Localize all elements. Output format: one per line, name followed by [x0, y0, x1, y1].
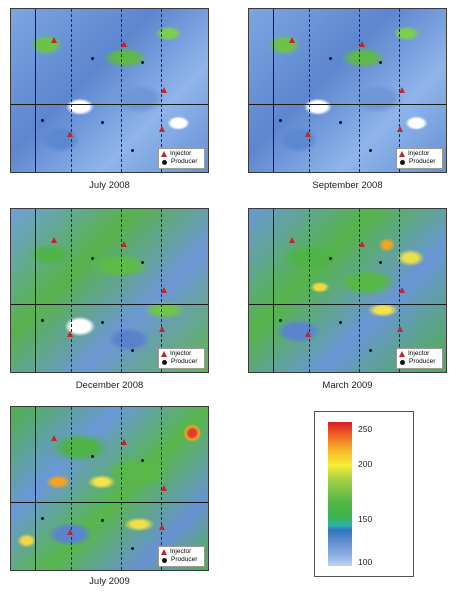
injector-marker: [397, 326, 403, 332]
panel-caption: September 2008: [312, 180, 383, 191]
producer-marker: [141, 261, 144, 264]
injector-marker: [161, 485, 167, 491]
panel-caption: March 2009: [322, 380, 373, 391]
producer-marker: [101, 121, 104, 124]
producer-marker: [329, 257, 332, 260]
injector-marker: [51, 435, 57, 441]
producer-marker: [379, 61, 382, 64]
panel-caption: July 2009: [89, 576, 130, 587]
heatmap: Injector Producer: [248, 208, 447, 373]
injector-marker: [159, 326, 165, 332]
producer-marker: [141, 61, 144, 64]
injector-marker: [305, 131, 311, 137]
injector-marker: [161, 287, 167, 293]
injector-marker: [121, 439, 127, 445]
injector-marker: [397, 126, 403, 132]
injector-marker: [159, 126, 165, 132]
producer-icon: [162, 359, 167, 365]
injector-marker: [159, 524, 165, 530]
producer-marker: [41, 319, 44, 322]
heatmap: Injector Producer: [10, 406, 209, 571]
legend-producer-label: Producer: [171, 358, 198, 365]
colorbar-gradient: [328, 422, 352, 566]
producer-marker: [369, 349, 372, 352]
producer-icon: [162, 557, 167, 563]
producer-marker: [279, 119, 282, 122]
colorbar-legend: 250 200 150 100: [314, 411, 414, 577]
well-legend: Injector Producer: [158, 348, 205, 369]
legend-injector-label: Injector: [408, 350, 430, 357]
producer-marker: [279, 319, 282, 322]
injector-marker: [359, 41, 365, 47]
producer-marker: [101, 321, 104, 324]
legend-producer-label: Producer: [171, 158, 198, 165]
injector-marker: [399, 87, 405, 93]
producer-marker: [131, 149, 134, 152]
injector-marker: [161, 87, 167, 93]
producer-marker: [339, 121, 342, 124]
injector-icon: [399, 351, 405, 357]
legend-producer-label: Producer: [171, 556, 198, 563]
producer-marker: [41, 517, 44, 520]
injector-icon: [399, 151, 405, 157]
heatmap: Injector Producer: [10, 8, 209, 173]
injector-marker: [67, 131, 73, 137]
legend-injector-label: Injector: [170, 350, 192, 357]
producer-marker: [379, 261, 382, 264]
producer-marker: [91, 257, 94, 260]
panel-caption: December 2008: [75, 380, 144, 391]
injector-marker: [67, 331, 73, 337]
legend-injector-label: Injector: [170, 548, 192, 555]
colorbar-tick: 200: [358, 459, 373, 469]
injector-marker: [121, 41, 127, 47]
injector-marker: [67, 529, 73, 535]
injector-marker: [121, 241, 127, 247]
producer-marker: [131, 349, 134, 352]
injector-icon: [161, 351, 167, 357]
legend-producer-label: Producer: [409, 358, 436, 365]
colorbar-tick: 100: [358, 557, 373, 567]
producer-marker: [91, 455, 94, 458]
well-legend: Injector Producer: [396, 148, 443, 169]
injector-marker: [51, 37, 57, 43]
producer-marker: [101, 519, 104, 522]
producer-marker: [91, 57, 94, 60]
colorbar-tick: 250: [358, 424, 373, 434]
producer-icon: [162, 159, 167, 165]
panel-caption: July 2008: [89, 180, 130, 191]
injector-marker: [289, 37, 295, 43]
producer-marker: [339, 321, 342, 324]
well-legend: Injector Producer: [158, 148, 205, 169]
legend-injector-label: Injector: [408, 150, 430, 157]
injector-marker: [305, 331, 311, 337]
well-legend: Injector Producer: [158, 546, 205, 567]
injector-marker: [359, 241, 365, 247]
producer-marker: [131, 547, 134, 550]
colorbar-tick: 150: [358, 514, 373, 524]
legend-producer-label: Producer: [409, 158, 436, 165]
injector-icon: [161, 549, 167, 555]
producer-marker: [141, 459, 144, 462]
producer-marker: [41, 119, 44, 122]
injector-marker: [289, 237, 295, 243]
legend-injector-label: Injector: [170, 150, 192, 157]
well-legend: Injector Producer: [396, 348, 443, 369]
injector-marker: [399, 287, 405, 293]
injector-marker: [51, 237, 57, 243]
producer-icon: [400, 159, 405, 165]
injector-icon: [161, 151, 167, 157]
producer-marker: [329, 57, 332, 60]
heatmap: Injector Producer: [10, 208, 209, 373]
producer-marker: [369, 149, 372, 152]
producer-icon: [400, 359, 405, 365]
heatmap: Injector Producer: [248, 8, 447, 173]
